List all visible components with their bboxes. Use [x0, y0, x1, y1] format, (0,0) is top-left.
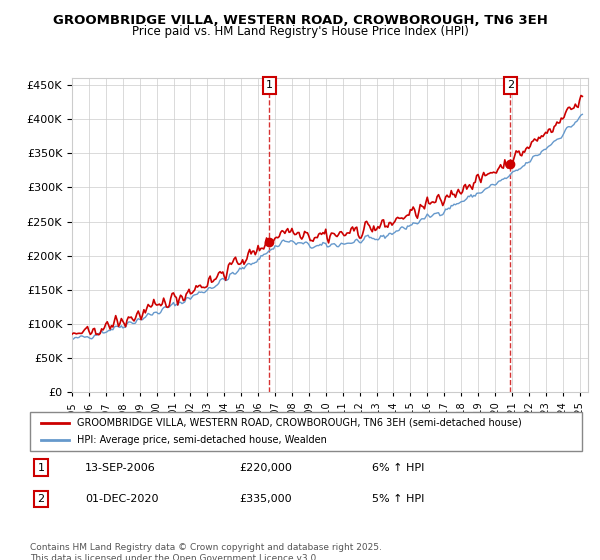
Text: GROOMBRIDGE VILLA, WESTERN ROAD, CROWBOROUGH, TN6 3EH: GROOMBRIDGE VILLA, WESTERN ROAD, CROWBOR… — [53, 14, 547, 27]
Text: Contains HM Land Registry data © Crown copyright and database right 2025.
This d: Contains HM Land Registry data © Crown c… — [30, 543, 382, 560]
Text: 01-DEC-2020: 01-DEC-2020 — [85, 494, 158, 504]
Text: GROOMBRIDGE VILLA, WESTERN ROAD, CROWBOROUGH, TN6 3EH (semi-detached house): GROOMBRIDGE VILLA, WESTERN ROAD, CROWBOR… — [77, 418, 521, 428]
Text: Price paid vs. HM Land Registry's House Price Index (HPI): Price paid vs. HM Land Registry's House … — [131, 25, 469, 38]
Text: HPI: Average price, semi-detached house, Wealden: HPI: Average price, semi-detached house,… — [77, 435, 327, 445]
Text: 13-SEP-2006: 13-SEP-2006 — [85, 463, 156, 473]
Text: £335,000: £335,000 — [240, 494, 292, 504]
Text: 2: 2 — [507, 80, 514, 90]
Text: £220,000: £220,000 — [240, 463, 293, 473]
FancyBboxPatch shape — [30, 412, 582, 451]
Text: 5% ↑ HPI: 5% ↑ HPI — [372, 494, 425, 504]
Text: 6% ↑ HPI: 6% ↑ HPI — [372, 463, 425, 473]
Text: 2: 2 — [37, 494, 44, 504]
Text: 1: 1 — [38, 463, 44, 473]
Text: 1: 1 — [266, 80, 273, 90]
